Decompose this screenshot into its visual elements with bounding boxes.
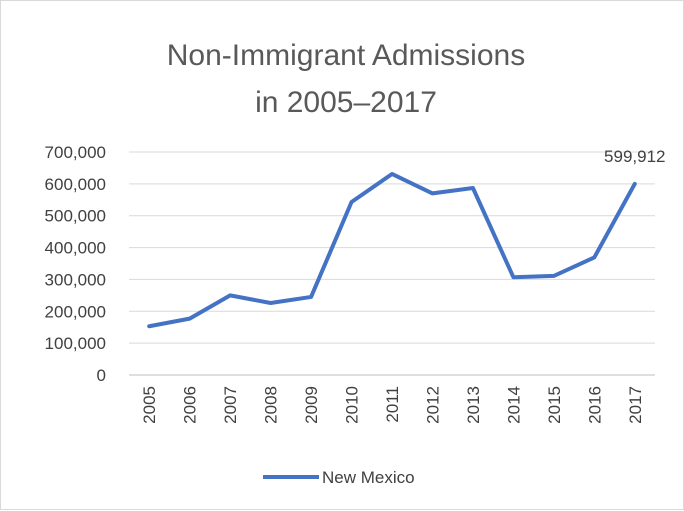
x-tick-label: 2010 (343, 386, 362, 424)
data-label: 599,912 (604, 147, 665, 166)
x-tick-label: 2007 (221, 386, 240, 424)
y-tick-label: 500,000 (45, 207, 106, 226)
data-labels: 599,912 (604, 147, 665, 166)
y-tick-label: 0 (97, 366, 106, 385)
y-tick-label: 600,000 (45, 175, 106, 194)
x-tick-label: 2006 (181, 386, 200, 424)
y-tick-label: 300,000 (45, 270, 106, 289)
x-tick-label: 2009 (302, 386, 321, 424)
gridlines (129, 152, 655, 375)
x-tick-label: 2017 (626, 386, 645, 424)
y-tick-label: 700,000 (45, 143, 106, 162)
chart-title-line-1: Non-Immigrant Admissions (167, 39, 525, 72)
x-tick-label: 2005 (140, 386, 159, 424)
x-tick-label: 2016 (585, 386, 604, 424)
legend-label-new-mexico: New Mexico (322, 468, 415, 487)
x-tick-label: 2013 (464, 386, 483, 424)
x-tick-label: 2014 (504, 386, 523, 424)
legend: New Mexico (263, 468, 415, 487)
y-axis-ticks: 0 100,000 200,000 300,000 400,000 500,000 600,… (45, 143, 106, 385)
x-axis-ticks: 2005 2006 2007 2008 2009 2010 2011 2012 2013 2014… (140, 386, 645, 424)
y-tick-label: 200,000 (45, 302, 106, 321)
series-line-new-mexico (149, 174, 635, 326)
x-tick-label: 2011 (383, 386, 402, 423)
y-tick-label: 100,000 (45, 334, 106, 353)
x-tick-label: 2008 (262, 386, 281, 424)
x-tick-label: 2015 (545, 386, 564, 424)
series-group (149, 174, 635, 326)
y-tick-label: 400,000 (45, 239, 106, 258)
chart-title-line-2: in 2005–2017 (255, 86, 437, 119)
x-tick-label: 2012 (423, 386, 442, 424)
